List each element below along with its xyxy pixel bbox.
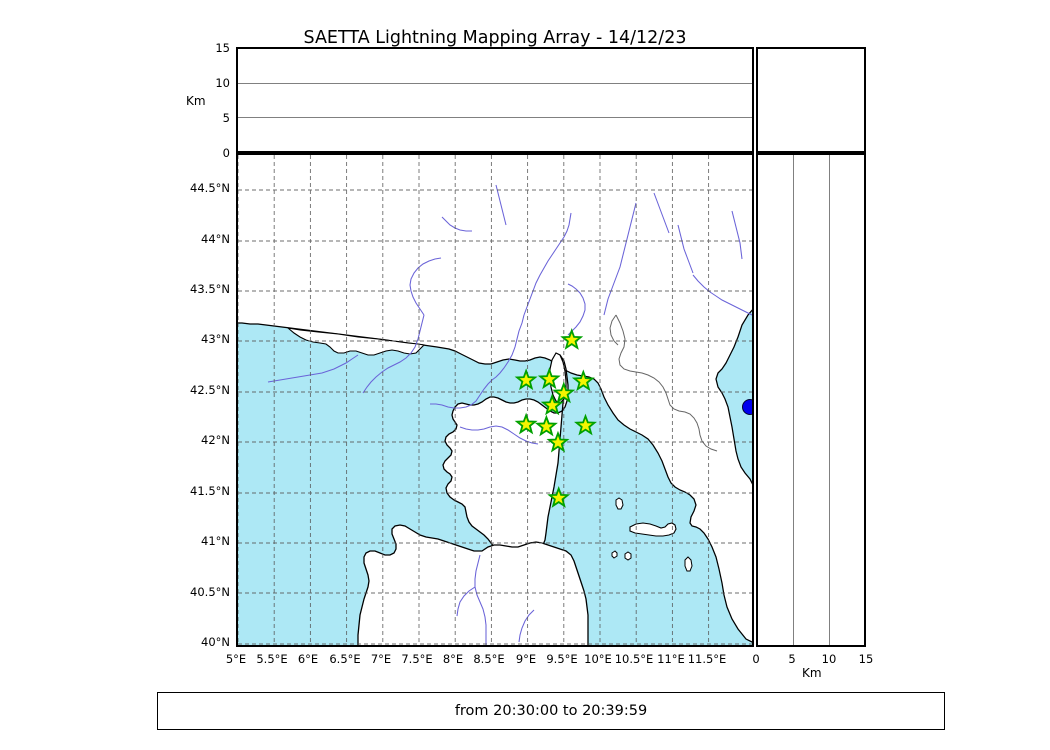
lma-station-marker-10	[547, 486, 571, 508]
corner-panel	[756, 47, 866, 153]
lma-station-marker-9	[546, 430, 570, 453]
lma-station-marker-7	[534, 414, 558, 437]
map-graphic	[238, 155, 752, 645]
river-rhine	[603, 202, 637, 316]
country-border-fr-it	[615, 314, 718, 452]
tick-lon-7: 7°E	[370, 652, 392, 666]
lma-station-marker-1	[514, 368, 538, 391]
lma-station-layer	[514, 328, 597, 508]
page-title: SAETTA Lightning Mapping Array - 14/12/2…	[303, 28, 687, 48]
tick-lon-10: 10°E	[584, 652, 612, 666]
tick-top-5: 5	[222, 111, 230, 125]
lma-station-marker-5	[540, 393, 564, 416]
gridline-h-5	[238, 116, 752, 118]
river-doubs	[567, 283, 586, 336]
lma-station-marker-8	[574, 413, 597, 436]
river-corsica-golo	[459, 425, 539, 445]
tick-lon-11: 11°E	[657, 652, 685, 666]
river-sardinia-east	[518, 609, 535, 643]
rivers-layer	[267, 184, 752, 645]
lma-station-marker-3	[571, 369, 595, 392]
height-vs-latitude-panel	[756, 153, 866, 647]
river-garonne	[267, 354, 359, 383]
top-panel-ylabel: Km	[186, 94, 206, 108]
pianosa-island	[624, 551, 632, 561]
time-range-statusbar: from 20:30:00 to 20:39:59	[157, 692, 945, 730]
lma-station-marker-6	[514, 412, 538, 435]
tick-lat-42.5: 42.5°N	[190, 383, 230, 397]
tick-lon-10.5: 10.5°E	[614, 652, 654, 666]
gorgona-island	[611, 550, 618, 559]
tick-lon-6.5: 6.5°E	[329, 652, 361, 666]
montecristo-island	[684, 556, 693, 572]
tick-lon-5.5: 5.5°E	[256, 652, 288, 666]
tick-top-0: 0	[222, 146, 230, 160]
tick-lat-40.5: 40.5°N	[190, 585, 230, 599]
tick-lon-11.5: 11.5°E	[687, 652, 727, 666]
tick-lon-9: 9°E	[515, 652, 537, 666]
tick-lon-6: 6°E	[297, 652, 319, 666]
tick-top-15: 15	[215, 41, 230, 55]
river-po	[692, 274, 752, 316]
river-loire-branch	[409, 257, 442, 316]
tick-lon-8: 8°E	[442, 652, 464, 666]
river-sardinia-branch	[456, 586, 476, 617]
gridline-v-5	[793, 155, 795, 645]
map-panel[interactable]	[236, 153, 754, 647]
tick-right-0: 0	[752, 652, 760, 666]
lma-station-marker-0	[560, 328, 584, 350]
river-alpine-b	[731, 210, 743, 260]
tick-lon-9.5: 9.5°E	[546, 652, 578, 666]
country-border-ch	[609, 314, 619, 346]
vhf-source-marker	[742, 399, 752, 415]
tick-lon-7.5: 7.5°E	[401, 652, 433, 666]
tick-right-15: 15	[858, 652, 874, 666]
elba-island	[629, 522, 677, 537]
river-rhone	[430, 314, 525, 409]
river-alpine-a	[677, 224, 694, 274]
right-panel-xlabel: Km	[802, 666, 822, 680]
tick-lat-40: 40°N	[201, 635, 230, 649]
lma-station-marker-2	[537, 367, 561, 390]
tick-lat-42: 42°N	[201, 433, 230, 447]
lma-station-marker-4	[552, 381, 576, 404]
corsica-landmass	[442, 354, 569, 552]
tick-lat-44: 44°N	[201, 232, 230, 246]
tick-lat-43: 43°N	[201, 332, 230, 346]
tick-lat-44.5: 44.5°N	[190, 181, 230, 195]
tick-top-10: 10	[215, 76, 230, 90]
tick-right-5: 5	[788, 652, 796, 666]
map-gridlines	[238, 155, 752, 645]
gridline-h-10	[238, 82, 752, 84]
tick-lon-5: 5°E	[225, 652, 247, 666]
height-vs-longitude-panel	[236, 47, 754, 153]
river-alpine-c	[653, 192, 670, 234]
river-sardinia-tirso	[474, 554, 487, 645]
tick-lat-41.5: 41.5°N	[190, 484, 230, 498]
river-saone	[523, 212, 572, 316]
tick-lon-8.5: 8.5°E	[473, 652, 505, 666]
river-north-a	[495, 184, 507, 226]
tick-lat-41: 41°N	[201, 534, 230, 548]
time-range-text: from 20:30:00 to 20:39:59	[454, 703, 648, 719]
tick-right-10: 10	[821, 652, 837, 666]
capraia-island	[615, 497, 624, 510]
tick-lat-43.5: 43.5°N	[190, 282, 230, 296]
gridline-v-10	[828, 155, 830, 645]
